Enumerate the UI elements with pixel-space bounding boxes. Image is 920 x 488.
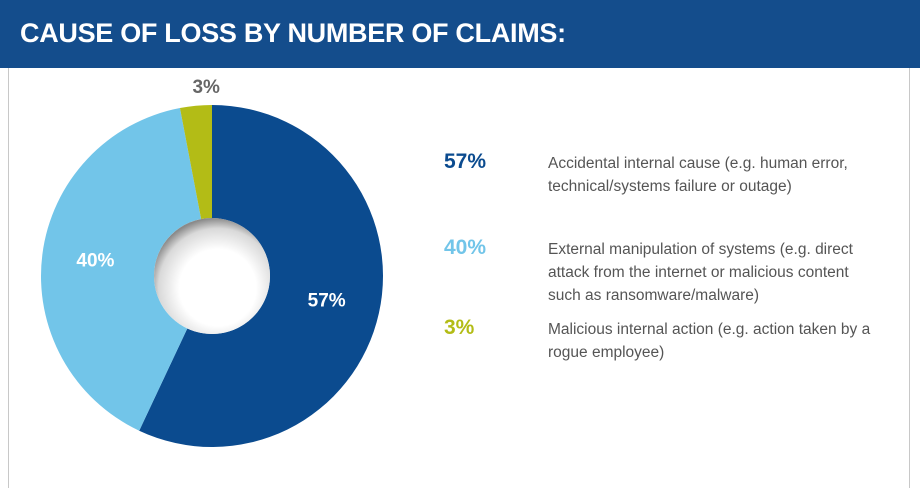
- legend-text: Accidental internal cause (e.g. human er…: [548, 155, 848, 195]
- donut-hole: [154, 218, 270, 334]
- chart-frame: [8, 68, 910, 488]
- chart-title: CAUSE OF LOSS BY NUMBER OF CLAIMS:: [20, 18, 566, 48]
- slice: [139, 105, 384, 447]
- legend-text: Malicious internal action (e.g. action t…: [548, 321, 871, 361]
- slice-label: 3%: [192, 77, 220, 98]
- slice: [179, 105, 212, 220]
- legend-value: 3%: [444, 316, 475, 339]
- legend-value: 57%: [444, 150, 487, 173]
- slice: [40, 108, 202, 431]
- slice-label: 40%: [76, 250, 114, 271]
- slice-label: 57%: [308, 291, 346, 312]
- legend-value: 40%: [444, 236, 487, 259]
- header-bar: CAUSE OF LOSS BY NUMBER OF CLAIMS:: [0, 0, 920, 68]
- legend-text: External manipulation of systems (e.g. d…: [548, 241, 853, 304]
